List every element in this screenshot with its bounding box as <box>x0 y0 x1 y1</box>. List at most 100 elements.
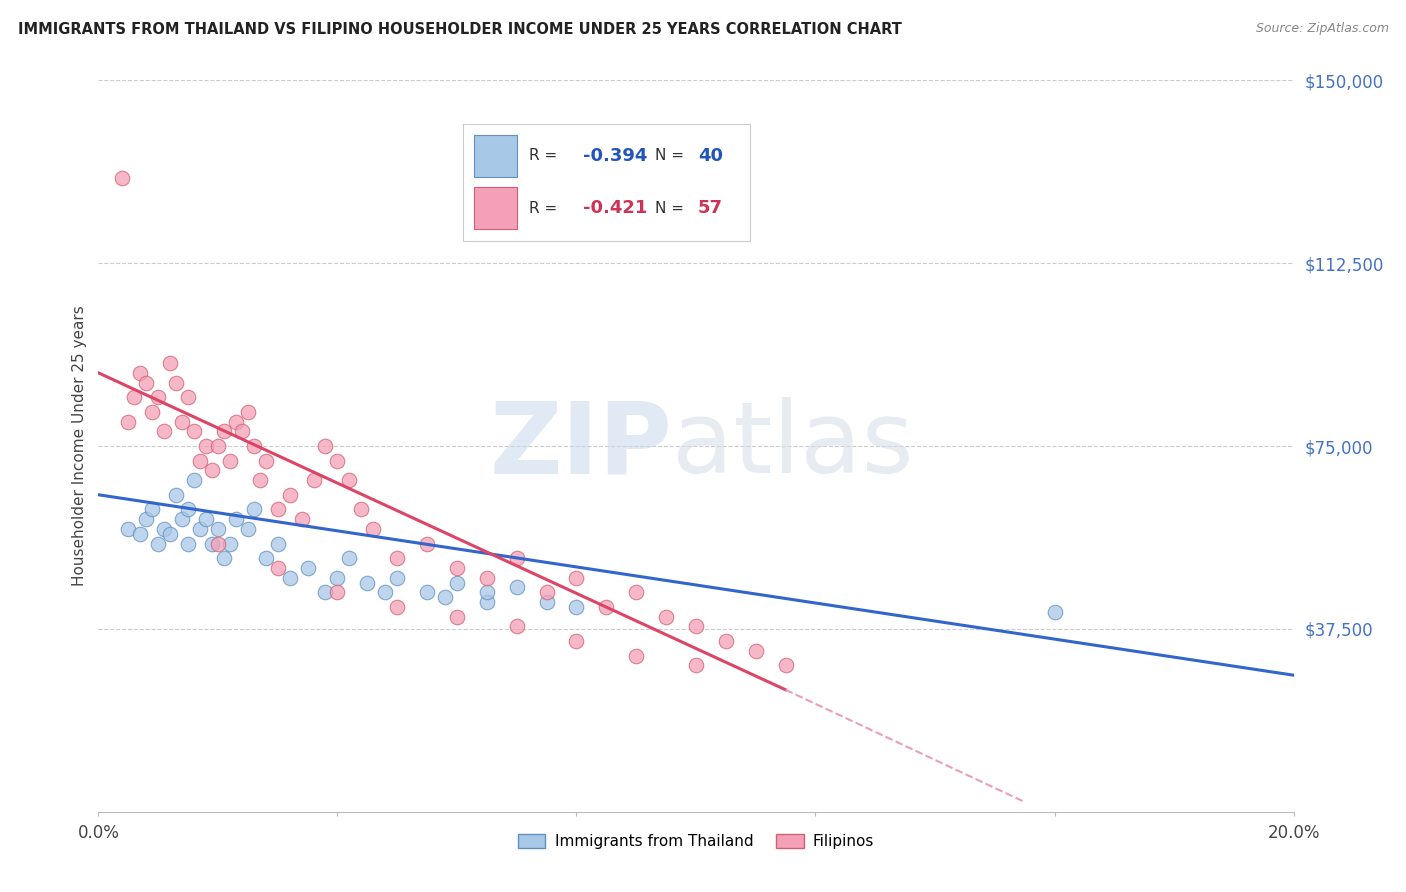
Point <box>172 415 194 429</box>
Point <box>278 571 301 585</box>
Text: ZIP: ZIP <box>489 398 672 494</box>
Point <box>159 356 181 370</box>
Point <box>249 473 271 487</box>
Point <box>506 581 529 595</box>
Point <box>148 536 170 550</box>
Point <box>111 170 134 185</box>
Point <box>219 453 242 467</box>
Point <box>475 595 498 609</box>
Point <box>297 561 319 575</box>
Point <box>141 502 163 516</box>
Point <box>775 658 797 673</box>
Point <box>212 425 235 439</box>
Text: IMMIGRANTS FROM THAILAND VS FILIPINO HOUSEHOLDER INCOME UNDER 25 YEARS CORRELATI: IMMIGRANTS FROM THAILAND VS FILIPINO HOU… <box>18 22 903 37</box>
Point <box>685 619 707 633</box>
Point <box>183 473 205 487</box>
Point <box>745 644 768 658</box>
Point <box>339 551 361 566</box>
Point <box>326 571 349 585</box>
Point <box>536 585 558 599</box>
Point <box>475 571 498 585</box>
Point <box>219 536 242 550</box>
Point <box>225 415 247 429</box>
Point <box>254 453 277 467</box>
Point <box>195 512 218 526</box>
Point <box>536 595 558 609</box>
Point <box>231 425 253 439</box>
Text: atlas: atlas <box>672 398 914 494</box>
Y-axis label: Householder Income Under 25 years: Householder Income Under 25 years <box>72 306 87 586</box>
Point <box>165 376 187 390</box>
Point <box>350 502 373 516</box>
Point <box>117 415 139 429</box>
Point <box>326 453 349 467</box>
Point <box>117 522 139 536</box>
Point <box>207 439 229 453</box>
Point <box>212 551 235 566</box>
Point <box>129 526 152 541</box>
Point <box>278 488 301 502</box>
Point <box>243 502 266 516</box>
Point <box>236 405 259 419</box>
Point <box>714 634 737 648</box>
Point <box>363 522 385 536</box>
Text: Source: ZipAtlas.com: Source: ZipAtlas.com <box>1256 22 1389 36</box>
Point <box>177 502 200 516</box>
Point <box>595 599 617 614</box>
Point <box>385 599 409 614</box>
Point <box>446 561 468 575</box>
Point <box>148 390 170 404</box>
Point <box>254 551 277 566</box>
Point <box>506 551 529 566</box>
Point <box>177 390 200 404</box>
Point <box>188 453 211 467</box>
Point <box>565 599 588 614</box>
Point <box>207 536 229 550</box>
Point <box>565 571 588 585</box>
Point <box>135 512 157 526</box>
Point <box>374 585 396 599</box>
Point <box>446 609 468 624</box>
Point <box>236 522 259 536</box>
Point <box>165 488 187 502</box>
Point <box>626 585 648 599</box>
Point <box>655 609 678 624</box>
Point <box>159 526 181 541</box>
Point <box>315 439 337 453</box>
Point <box>385 571 409 585</box>
Point <box>267 536 290 550</box>
Point <box>434 590 457 604</box>
Point <box>135 376 157 390</box>
Point <box>416 585 439 599</box>
Point <box>326 585 349 599</box>
Point <box>177 536 200 550</box>
Legend: Immigrants from Thailand, Filipinos: Immigrants from Thailand, Filipinos <box>512 828 880 855</box>
Point <box>267 502 290 516</box>
Point <box>385 551 409 566</box>
Point <box>207 522 229 536</box>
Point <box>356 575 378 590</box>
Point <box>225 512 247 526</box>
Point <box>685 658 707 673</box>
Point <box>315 585 337 599</box>
Point <box>446 575 468 590</box>
Point <box>172 512 194 526</box>
Point <box>153 522 176 536</box>
Point <box>201 463 224 477</box>
Point <box>302 473 325 487</box>
Point <box>243 439 266 453</box>
Point <box>183 425 205 439</box>
Point <box>416 536 439 550</box>
Point <box>188 522 211 536</box>
Point <box>124 390 146 404</box>
Point <box>267 561 290 575</box>
Point <box>506 619 529 633</box>
Point <box>291 512 314 526</box>
Point <box>153 425 176 439</box>
Point <box>1043 605 1066 619</box>
Point <box>129 366 152 380</box>
Point <box>565 634 588 648</box>
Point <box>141 405 163 419</box>
Point <box>201 536 224 550</box>
Point <box>626 648 648 663</box>
